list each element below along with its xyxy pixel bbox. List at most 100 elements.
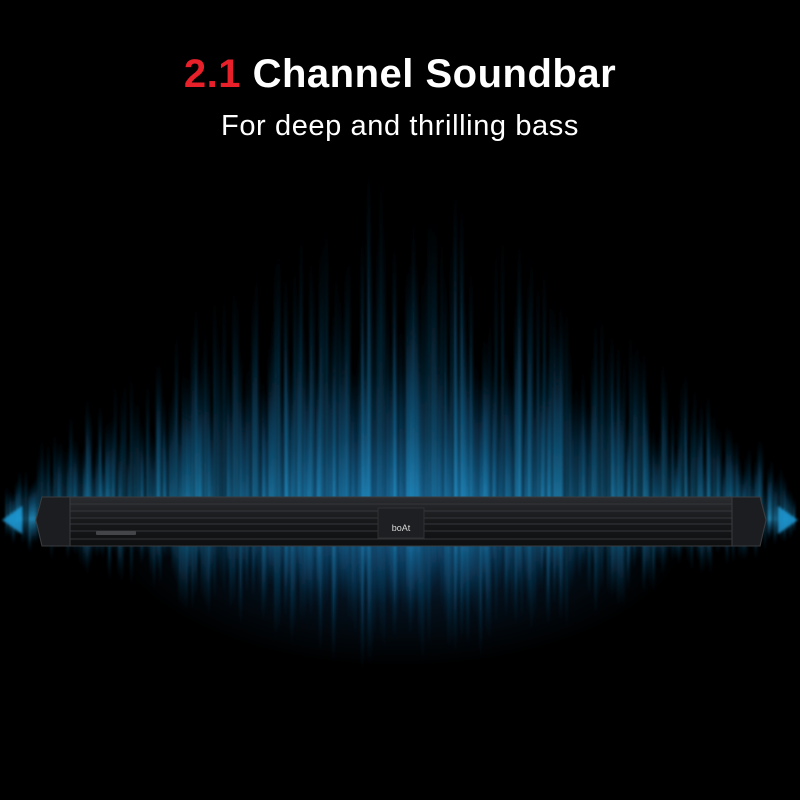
wave-bar-down <box>790 520 792 540</box>
wave-bar-down <box>9 520 12 537</box>
wave-bar-up <box>60 437 62 520</box>
wave-bar-up <box>732 440 735 520</box>
wave-bar-up <box>470 267 473 520</box>
wave-bar-up <box>550 291 552 520</box>
wave-bar-down <box>652 520 655 593</box>
wave-bar-up <box>441 224 443 520</box>
wave-bar-down <box>281 520 283 588</box>
wave-bar-down <box>546 520 550 628</box>
wave-bar-down <box>578 520 581 582</box>
wave-bar-down <box>386 520 389 599</box>
wave-bar-down <box>287 520 290 601</box>
wave-bar-down <box>511 520 513 612</box>
wave-bar-down <box>342 520 344 602</box>
wave-bar-up <box>671 411 674 520</box>
wave-bar-up <box>300 223 302 520</box>
wave-bar-up <box>140 420 143 520</box>
wave-bar-down <box>182 520 185 609</box>
wave-bar-up <box>479 376 482 520</box>
wave-bar-up <box>342 312 344 520</box>
wave-bar-up <box>498 380 501 520</box>
wave-bar-up <box>262 378 265 520</box>
wave-bar-down <box>338 520 341 594</box>
wave-bar-up <box>476 359 478 520</box>
wave-bar-down <box>450 520 452 652</box>
wave-bar-up <box>294 256 296 520</box>
wave-bar-down <box>562 520 564 607</box>
wave-bar-down <box>434 520 437 590</box>
wave-bar-down <box>418 520 421 646</box>
wave-bar-down <box>556 520 559 587</box>
wave-bar-up <box>310 253 312 520</box>
wave-bar-up <box>614 384 616 520</box>
wave-bar-down <box>230 520 232 614</box>
wave-bar-up <box>422 264 424 520</box>
wave-bar-up <box>514 299 517 520</box>
wave-bar-up <box>127 440 130 520</box>
wave-bar-up <box>706 393 710 520</box>
wave-bar-up <box>102 456 104 520</box>
wave-bar-down <box>118 520 121 578</box>
wave-bar-down <box>710 520 712 577</box>
wave-bar-up <box>287 343 290 520</box>
wave-bar-down <box>310 520 312 620</box>
wave-bar-down <box>172 520 175 577</box>
wave-bar-down <box>399 520 402 603</box>
wave-bar-down <box>524 520 527 596</box>
wave-bar-up <box>543 259 546 520</box>
wave-bar-up <box>316 353 319 520</box>
wave-bar-down <box>255 520 258 576</box>
wave-bar-up <box>111 415 114 520</box>
wave-bar-up <box>134 399 136 520</box>
wave-bar-down <box>319 520 322 657</box>
wave-bar-down <box>428 520 430 651</box>
wave-bar-up <box>281 377 283 520</box>
wave-bar-up <box>511 373 513 520</box>
wave-bar-down <box>617 520 620 609</box>
wave-bar-down <box>415 520 418 611</box>
wave-bar-down <box>361 520 364 674</box>
wave-bar-up <box>22 482 24 520</box>
wave-bar-up <box>786 487 789 520</box>
wave-bar-down <box>700 520 703 576</box>
wave-bar-up <box>166 423 168 520</box>
wave-bar-down <box>297 520 300 585</box>
wave-bar-up <box>338 285 341 520</box>
wave-bar-up <box>617 340 620 520</box>
headline-rest: Channel Soundbar <box>252 52 617 96</box>
wave-bar-up <box>783 475 786 520</box>
wave-edge-wedge <box>2 506 22 534</box>
wave-bar-up <box>105 421 108 520</box>
wave-bar-up <box>447 362 450 520</box>
wave-bar-up <box>118 438 121 520</box>
wave-bar-up <box>793 497 795 520</box>
wave-bar-down <box>188 520 191 588</box>
wave-bar-up <box>780 465 782 520</box>
wave-bar-down <box>575 520 577 575</box>
wave-bar-down <box>233 520 235 606</box>
wave-bar-up <box>137 398 139 520</box>
wave-bar-up <box>585 391 587 520</box>
wave-bar-down <box>223 520 225 598</box>
wave-bar-down <box>358 520 360 611</box>
wave-bar-up <box>716 425 719 520</box>
wave-bar-down <box>220 520 222 584</box>
wave-bar-up <box>258 365 260 520</box>
wave-bar-up <box>658 430 661 520</box>
wave-bar-down <box>598 520 600 599</box>
wave-bar-up <box>278 243 280 520</box>
wave-bar-up <box>729 427 732 520</box>
wave-bar-up <box>537 277 539 520</box>
soundbar-control-strip <box>96 531 136 535</box>
wave-bar-up <box>201 351 203 520</box>
wave-bar-down <box>767 520 771 541</box>
wave-bar-down <box>438 520 440 583</box>
wave-bar-down <box>294 520 296 631</box>
wave-bar-down <box>770 520 773 536</box>
wave-bar-up <box>553 302 556 520</box>
wave-bar-up <box>521 286 523 520</box>
soundbar-logo-plate <box>377 507 425 539</box>
wave-bar-up <box>124 376 126 520</box>
wave-bar-down <box>130 520 133 588</box>
wave-bar-down <box>457 520 459 608</box>
